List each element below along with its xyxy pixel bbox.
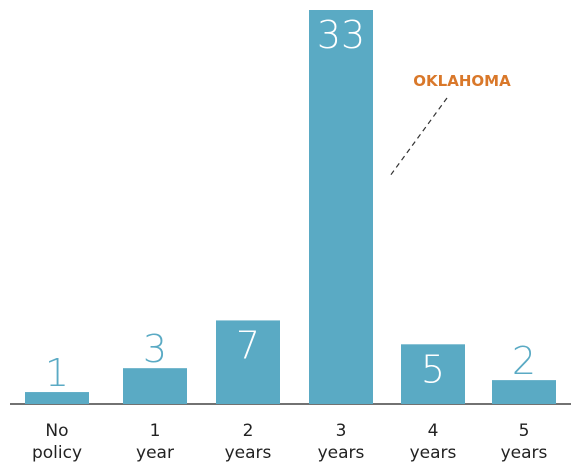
x-tick-label: No policy — [31, 421, 83, 463]
bar — [492, 380, 556, 404]
bar — [401, 344, 465, 404]
annotation-leader — [389, 97, 448, 177]
x-tick-label: 4 years — [409, 421, 457, 463]
data-label: 3 — [143, 327, 167, 371]
x-tick-label: 5 years — [500, 421, 548, 463]
data-label: 1 — [45, 351, 69, 395]
annotation: OKLAHOMA — [413, 72, 511, 90]
bar — [309, 10, 373, 404]
bar — [216, 320, 280, 404]
x-tick-label: 1 year — [136, 421, 174, 463]
data-label: 7 — [236, 323, 260, 367]
bar — [123, 368, 187, 404]
data-label: 33 — [317, 13, 365, 57]
x-tick-label: 3 years — [317, 421, 365, 463]
x-tick-label: 2 years — [224, 421, 272, 463]
bar — [25, 392, 89, 404]
data-label: 2 — [512, 339, 536, 383]
data-label: 5 — [421, 347, 445, 391]
